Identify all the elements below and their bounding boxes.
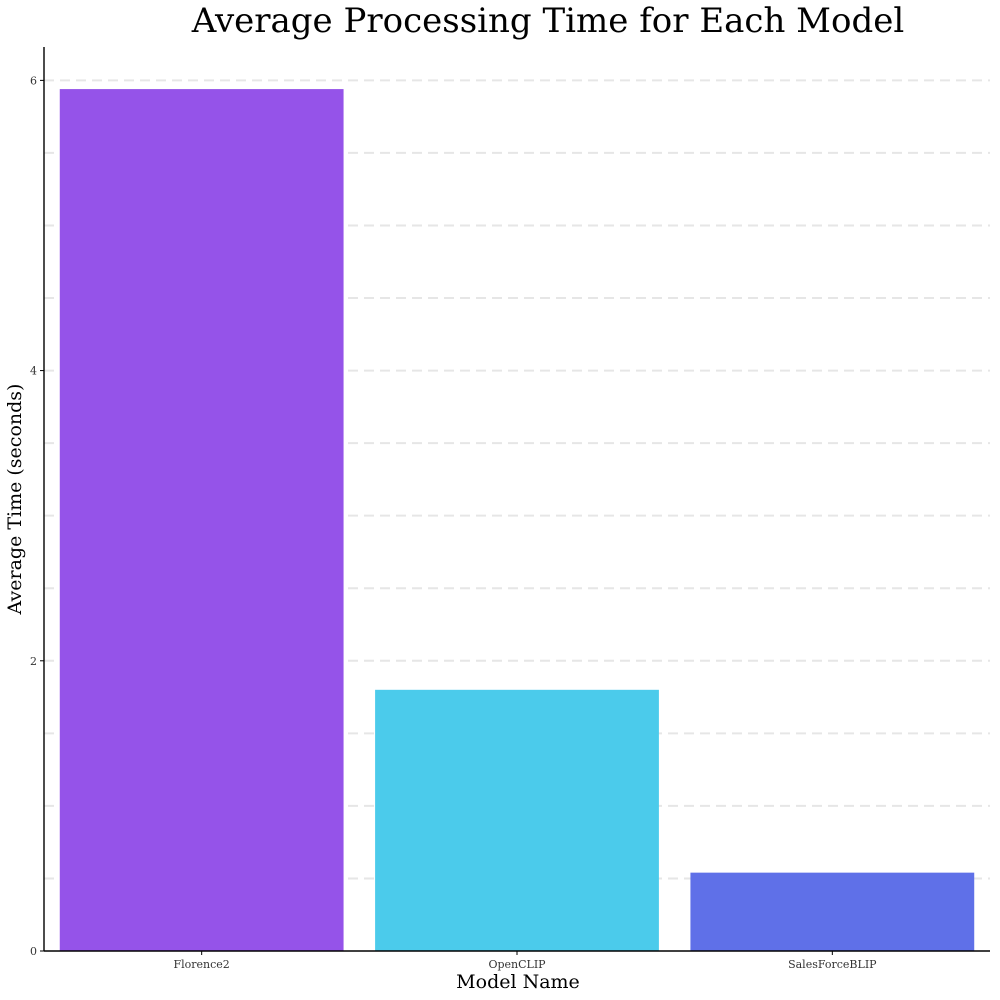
- y-tick-label: 4: [30, 365, 37, 378]
- gridlines: [44, 79, 990, 880]
- y-ticks: 0 2 4 6: [30, 74, 44, 958]
- x-axis-title: Model Name: [456, 971, 580, 993]
- bar-salesforceblip: [690, 872, 975, 951]
- chart-title: Average Processing Time for Each Model: [191, 1, 904, 41]
- y-tick-label: 6: [30, 74, 37, 87]
- y-axis-title: Average Time (seconds): [4, 384, 26, 616]
- x-tick-label: SalesForceBLIP: [788, 958, 877, 971]
- x-ticks: Florence2 OpenCLIP SalesForceBLIP: [174, 951, 877, 971]
- bar-florence2: [59, 89, 344, 951]
- bars: [59, 89, 975, 951]
- y-tick-label: 0: [30, 945, 37, 958]
- y-tick-label: 2: [30, 655, 37, 668]
- bar-openclip: [375, 689, 659, 951]
- x-tick-label: Florence2: [174, 958, 230, 971]
- x-tick-label: OpenCLIP: [488, 958, 546, 971]
